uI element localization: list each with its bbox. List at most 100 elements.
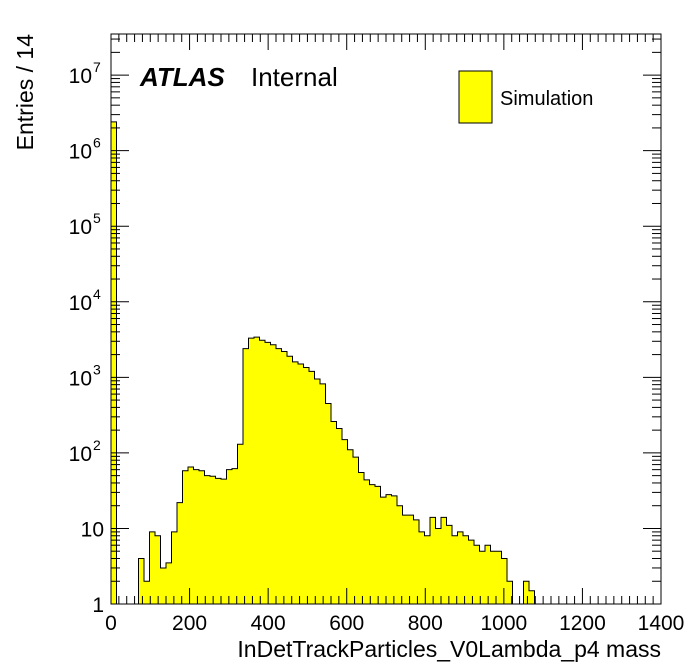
histogram-bin [210, 476, 216, 604]
legend: Simulation [458, 70, 593, 124]
histogram-bin [166, 562, 172, 604]
histogram-bin [254, 337, 260, 604]
y-tick-label: 10 [69, 216, 92, 239]
histogram-bin [468, 540, 474, 604]
x-tick-label: 600 [329, 612, 364, 635]
histogram-bin [149, 531, 155, 604]
histogram-bin [408, 515, 414, 604]
histogram-bin [496, 551, 502, 604]
histogram-bin [397, 505, 403, 604]
legend-label: Simulation [500, 88, 593, 110]
y-tick-label: 10 [69, 292, 92, 315]
x-tick-label: 200 [172, 612, 207, 635]
y-tick-exponent: 4 [93, 286, 101, 302]
histogram-bin [424, 535, 430, 604]
histogram-bin [507, 581, 513, 604]
histogram-bin [435, 528, 441, 604]
histogram-bin [369, 484, 375, 604]
histogram-bin [380, 497, 386, 604]
y-tick-exponent: 7 [93, 59, 101, 75]
x-tick-label: 1400 [638, 612, 685, 635]
histogram-bin [171, 531, 177, 604]
y-tick-label: 10 [81, 518, 104, 541]
histogram-bin [232, 468, 238, 604]
y-tick-exponent: 3 [93, 361, 101, 377]
histogram-bin [243, 348, 249, 604]
histogram-bin [479, 551, 485, 604]
x-tick-label: 1000 [480, 612, 527, 635]
histogram-bin [391, 495, 397, 604]
histogram-bin [193, 469, 199, 604]
histogram-bin [138, 558, 144, 604]
histogram-bin [237, 444, 243, 604]
histogram-bin [501, 558, 507, 604]
y-tick-exponent: 2 [93, 437, 101, 453]
histogram-bin [160, 567, 166, 604]
histogram-bin [375, 486, 381, 604]
histogram-bin [303, 367, 309, 604]
axis-ticks [110, 34, 662, 605]
histogram-bin [331, 421, 337, 604]
y-tick-label: 10 [69, 141, 92, 164]
histogram-bin [270, 344, 276, 604]
histogram-bin [358, 472, 364, 604]
x-tick-label: 400 [251, 612, 286, 635]
x-tick-label: 1200 [559, 612, 606, 635]
histogram-bin [276, 348, 282, 604]
y-tick-exponent: 5 [93, 210, 101, 226]
y-tick-label: 10 [69, 367, 92, 390]
y-tick-exponent: 6 [93, 135, 101, 151]
histogram-bars [111, 121, 535, 604]
histogram-bin [215, 478, 221, 604]
histogram-bin [188, 467, 194, 604]
y-tick-label: 10 [69, 443, 92, 466]
histogram-bin [364, 479, 370, 604]
histogram-bin [265, 342, 271, 604]
histogram-bin [144, 581, 150, 604]
x-tick-labels: 0 200 400 600 800 1000 1200 1400 [105, 612, 684, 635]
histogram-bin [111, 121, 117, 604]
histogram-bin [199, 470, 205, 604]
histogram-bin [452, 535, 458, 604]
histogram-bin [463, 535, 469, 604]
histogram-bin [430, 517, 436, 604]
histogram-bin [490, 551, 496, 604]
x-tick-label: 0 [105, 612, 117, 635]
histogram-bin [287, 356, 293, 604]
histogram-bin [474, 545, 480, 604]
histogram-bin [182, 470, 188, 604]
y-tick-label: 1 [92, 594, 104, 617]
histogram-bin [325, 403, 331, 604]
histogram-bin [298, 364, 304, 604]
histogram-bin [485, 545, 491, 604]
histogram-bin [314, 379, 320, 604]
y-tick-label: 10 [69, 65, 92, 88]
histogram-bin [342, 439, 348, 604]
x-tick-label: 800 [408, 612, 443, 635]
histogram-bin [248, 338, 254, 604]
histogram-bin [309, 371, 315, 604]
histogram-bin [441, 517, 447, 604]
histogram-bin [320, 383, 326, 604]
atlas-label: ATLAS [139, 62, 225, 92]
histogram-bin [347, 449, 353, 604]
histogram-bin [336, 428, 342, 604]
histogram-bin [419, 531, 425, 604]
histogram-bin [204, 475, 210, 604]
histogram-bin [259, 340, 265, 604]
histogram-bin [386, 494, 392, 604]
histogram-bin [226, 469, 232, 604]
internal-label: Internal [251, 62, 338, 92]
histogram-bin [413, 519, 419, 604]
histogram-bin [402, 515, 408, 604]
x-axis-title: InDetTrackParticles_V0Lambda_p4 mass [237, 636, 661, 662]
legend-swatch [458, 70, 493, 124]
histogram-bin [177, 502, 183, 604]
histogram-bin [529, 590, 535, 604]
histogram-bin [281, 351, 287, 604]
histogram-bin [292, 361, 298, 604]
y-axis-title: Entries / 14 [12, 34, 38, 151]
histogram-bin [353, 457, 359, 604]
